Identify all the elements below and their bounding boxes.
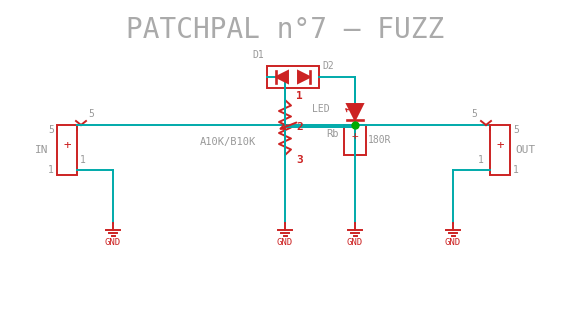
- Text: GND: GND: [277, 238, 293, 247]
- Text: +: +: [496, 139, 504, 151]
- Text: 5: 5: [471, 109, 477, 119]
- Text: GND: GND: [445, 238, 461, 247]
- Text: GND: GND: [347, 238, 363, 247]
- Text: 3: 3: [296, 155, 303, 165]
- Text: 5: 5: [48, 125, 54, 135]
- Text: +: +: [63, 139, 71, 151]
- Bar: [57, 125, 77, 175]
- Text: OUT: OUT: [516, 145, 536, 155]
- Text: LED: LED: [312, 104, 330, 114]
- Text: 1: 1: [478, 155, 484, 165]
- Text: 1: 1: [513, 165, 519, 175]
- Text: GND: GND: [105, 238, 121, 247]
- Text: 2: 2: [296, 122, 303, 133]
- Polygon shape: [276, 71, 288, 83]
- Text: A10K/B10K: A10K/B10K: [200, 137, 256, 147]
- Text: 180R: 180R: [368, 135, 392, 145]
- Text: 5: 5: [88, 109, 94, 119]
- Text: Rb: Rb: [327, 129, 339, 139]
- Text: 5: 5: [513, 125, 519, 135]
- Bar: [267, 66, 319, 88]
- Text: 1: 1: [296, 91, 303, 101]
- Bar: [490, 125, 510, 175]
- Text: +: +: [352, 131, 359, 141]
- Text: D1: D1: [253, 50, 264, 60]
- Text: D2: D2: [322, 61, 334, 71]
- Polygon shape: [347, 104, 363, 120]
- Bar: [344, 125, 366, 155]
- Polygon shape: [298, 71, 310, 83]
- Text: 1: 1: [80, 155, 86, 165]
- Text: IN: IN: [35, 145, 49, 155]
- Text: 1: 1: [48, 165, 54, 175]
- Text: PATCHPAL n°7 – FUZZ: PATCHPAL n°7 – FUZZ: [126, 16, 444, 44]
